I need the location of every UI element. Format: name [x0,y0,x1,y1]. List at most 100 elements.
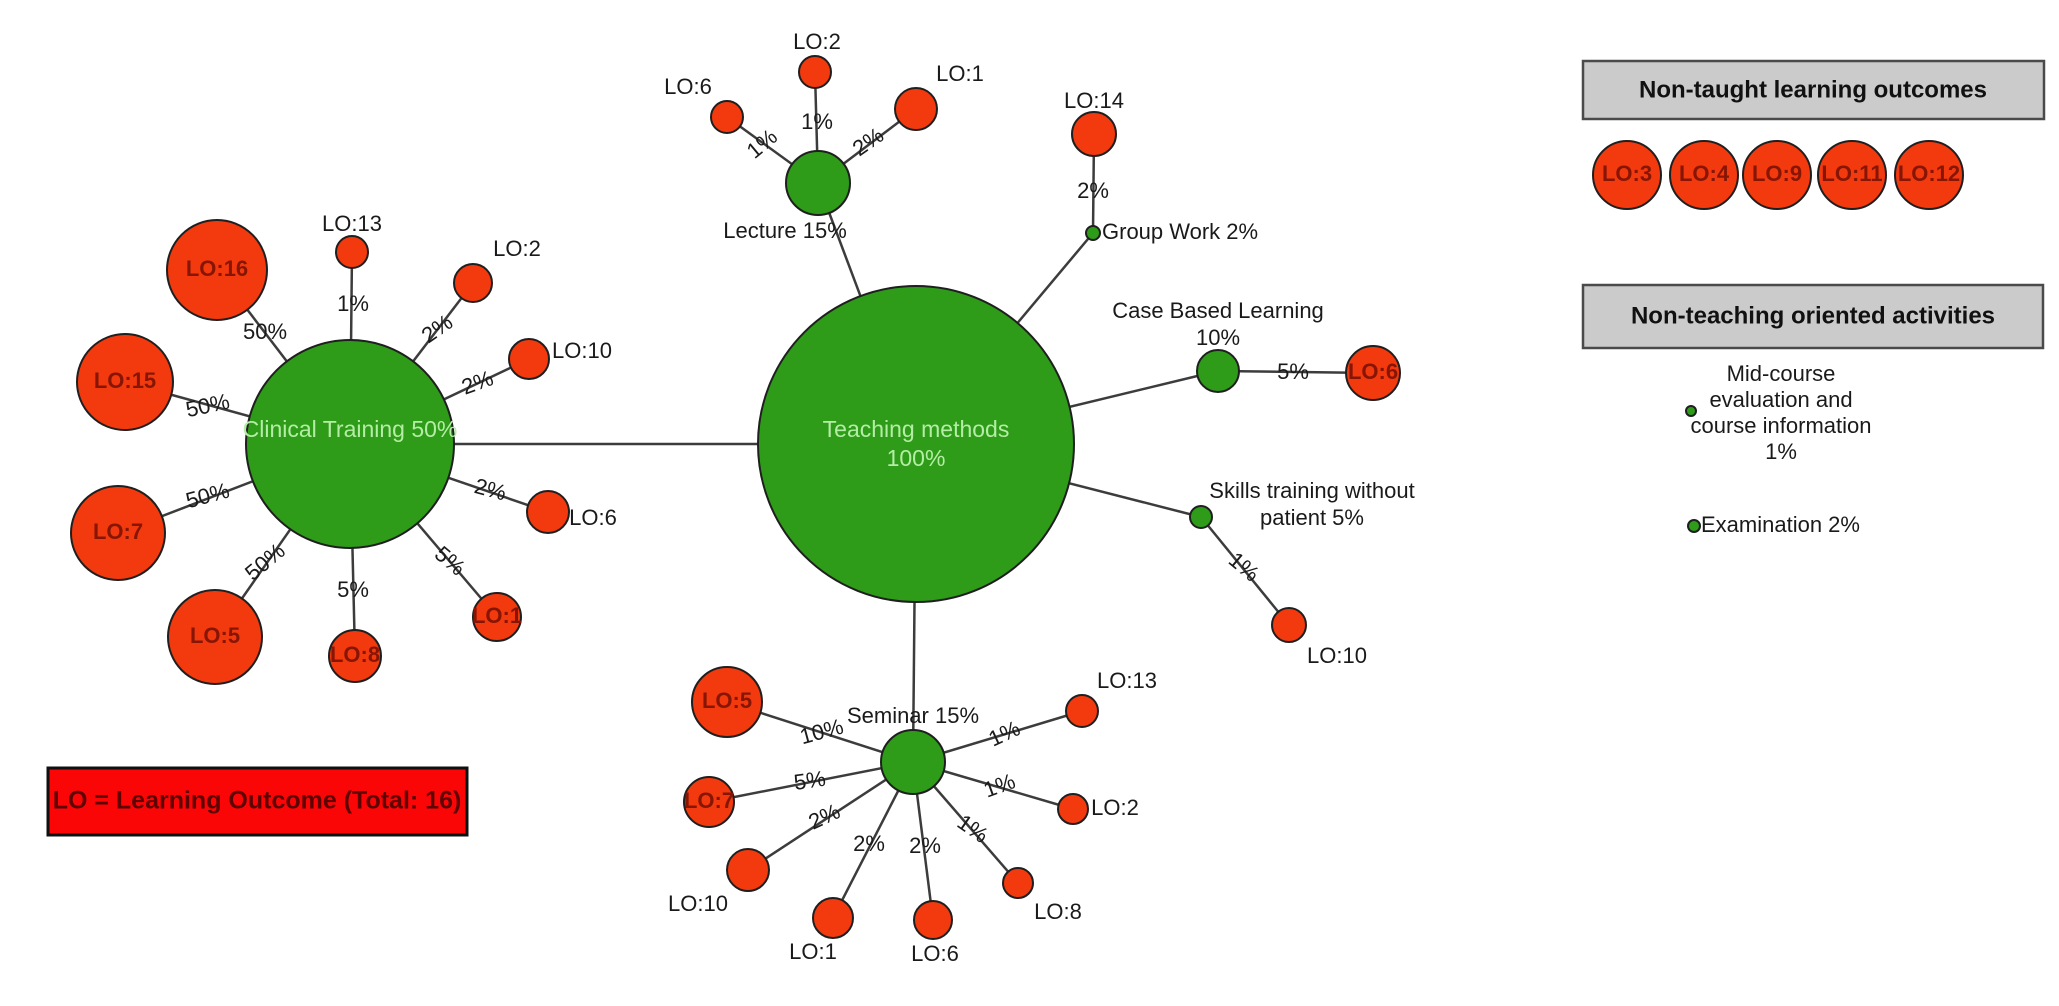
node-circle-sem-lo13 [1065,694,1099,728]
edge-label-groupwork-gw-lo14: 2% [1077,178,1109,203]
node-label-cl-lo2: LO:2 [493,236,541,261]
node-circle-cl-lo10 [508,338,550,380]
node-label-cl-lo13: LO:13 [322,211,382,236]
node-circle-nt-lo4 [1669,140,1739,210]
edge-label-cbl-cbl-lo6: 5% [1277,359,1309,384]
node-circle-nt-lo12 [1894,140,1964,210]
node-label-sem-lo6: LO:6 [911,941,959,966]
node-label-cl-lo1: LO:1 [472,603,522,628]
node-label-sk-lo10: LO:10 [1307,643,1367,668]
node-circle-sk-lo10 [1271,607,1307,643]
edge-label-clinical-cl-lo13: 1% [337,291,369,316]
node-label-midcourse-dot-line1: Mid-course [1727,361,1836,386]
node-label-cl-lo16: LO:16 [186,256,248,281]
node-label-nt-lo4: LO:4 [1679,161,1730,186]
node-circle-gw-lo14 [1071,111,1117,157]
node-label-examination-dot: Examination 2% [1701,512,1860,537]
node-label-sem-lo5: LO:5 [702,688,752,713]
node-label-teaching-line2: 100% [887,445,946,471]
node-label-seminar: Seminar 15% [847,703,979,728]
node-circle-sem-lo6 [913,900,953,940]
edge-label-clinical-cl-lo2: 2% [417,309,457,348]
legend-non-teaching: Non-teaching oriented activities [1581,283,2045,350]
edge-label-clinical-cl-lo16: 50% [243,319,287,344]
node-label-sem-lo7: LO:7 [684,788,734,813]
node-label-nt-lo12: LO:12 [1898,161,1960,186]
node-circle-cbl [1196,349,1240,393]
node-label-cl-lo5: LO:5 [190,623,240,648]
node-circle-cl-lo8 [328,629,382,683]
node-circle-cl-lo6 [526,490,570,534]
node-circle-cl-lo15 [76,333,174,431]
footnote-label: LO = Learning Outcome (Total: 16) [53,787,462,815]
node-label-clinical: Clinical Training 50% [243,416,458,442]
node-label-nt-lo11: LO:11 [1821,161,1882,186]
node-circle-nt-lo3 [1592,140,1662,210]
node-label-sem-lo1: LO:1 [789,939,837,964]
node-label-nt-lo9: LO:9 [1752,161,1802,186]
node-label-lec-lo6: LO:6 [664,74,712,99]
node-circle-cl-lo7 [70,485,166,581]
node-label-cl-lo15: LO:15 [94,368,156,393]
legend-non-teaching-box [1581,283,2045,350]
node-circle-seminar [880,729,946,795]
node-label-midcourse-dot-line2: evaluation and [1709,387,1852,412]
edge-label-clinical-cl-lo6: 2% [472,473,509,505]
node-label-skills-line2: patient 5% [1260,505,1364,530]
edge-label-clinical-cl-lo5: 50% [240,538,290,585]
node-circle-sem-lo1 [812,897,854,939]
node-label-skills-line1: Skills training without [1209,478,1414,503]
node-label-lecture: Lecture 15% [723,218,847,243]
edge-label-lecture-lec-lo6: 1% [742,124,782,164]
node-label-cbl-lo6: LO:6 [1348,359,1398,384]
legend-non-taught-title: Non-taught learning outcomes [1639,76,1987,103]
edge-label-lecture-lec-lo2: 1% [801,109,833,134]
node-circle-examination-dot [1687,519,1701,533]
node-circle-midcourse-dot [1685,405,1697,417]
legend-non-taught-box [1581,59,2046,121]
node-label-teaching-line1: Teaching methods [823,416,1010,442]
nodes-layer [70,55,1964,940]
edge-label-seminar-sem-lo6: 2% [909,833,941,858]
node-label-cl-lo7: LO:7 [93,519,143,544]
edge-label-seminar-sem-lo1: 2% [853,831,885,856]
node-circle-skills [1189,505,1213,529]
node-circle-sem-lo5 [691,666,763,738]
edge-label-clinical-cl-lo8: 5% [337,577,369,602]
node-label-sem-lo13: LO:13 [1097,668,1157,693]
node-label-midcourse-dot-line4: 1% [1765,439,1797,464]
node-circle-cl-lo5 [167,589,263,685]
node-circle-lec-lo1 [894,87,938,131]
edge-seminar-sem-lo7 [708,760,914,804]
node-circle-teaching [757,285,1075,603]
footnote-box [46,766,469,837]
node-circle-lecture [785,150,851,216]
node-circle-lec-lo6 [710,100,744,134]
node-label-cbl-line1: Case Based Learning [1112,298,1324,323]
node-labels-layer: Teaching methods 100% Clinical Training 50… [93,29,1960,966]
node-circle-cl-lo16 [166,219,268,321]
edge-label-seminar-sem-lo2: 1% [980,768,1018,802]
node-circle-clinical [245,339,455,549]
node-circle-sem-lo2 [1057,793,1089,825]
edge-label-clinical-cl-lo10: 2% [458,365,496,399]
edge-label-clinical-cl-lo15: 50% [184,389,232,423]
node-circle-sem-lo7 [683,776,735,828]
node-circle-nt-lo11 [1817,140,1887,210]
legend-non-teaching-title: Non-teaching oriented activities [1631,302,1995,329]
edge-label-seminar-sem-lo5: 10% [797,714,846,750]
node-circle-sem-lo8 [1002,867,1034,899]
node-label-cl-lo10: LO:10 [552,338,612,363]
edge-skills-sk-lo10 [1200,516,1290,626]
node-label-nt-lo3: LO:3 [1602,161,1652,186]
node-circle-lec-lo2 [798,55,832,89]
legend-non-taught: Non-taught learning outcomes [1581,59,2046,121]
node-circle-groupwork [1085,225,1101,241]
node-label-sem-lo10: LO:10 [668,891,728,916]
edge-label-seminar-sem-lo13: 1% [985,715,1024,751]
edge-label-seminar-sem-lo7: 5% [792,766,827,795]
node-label-gw-lo14: LO:14 [1064,88,1124,113]
node-circle-nt-lo9 [1742,140,1812,210]
node-circle-cl-lo1 [472,592,522,642]
